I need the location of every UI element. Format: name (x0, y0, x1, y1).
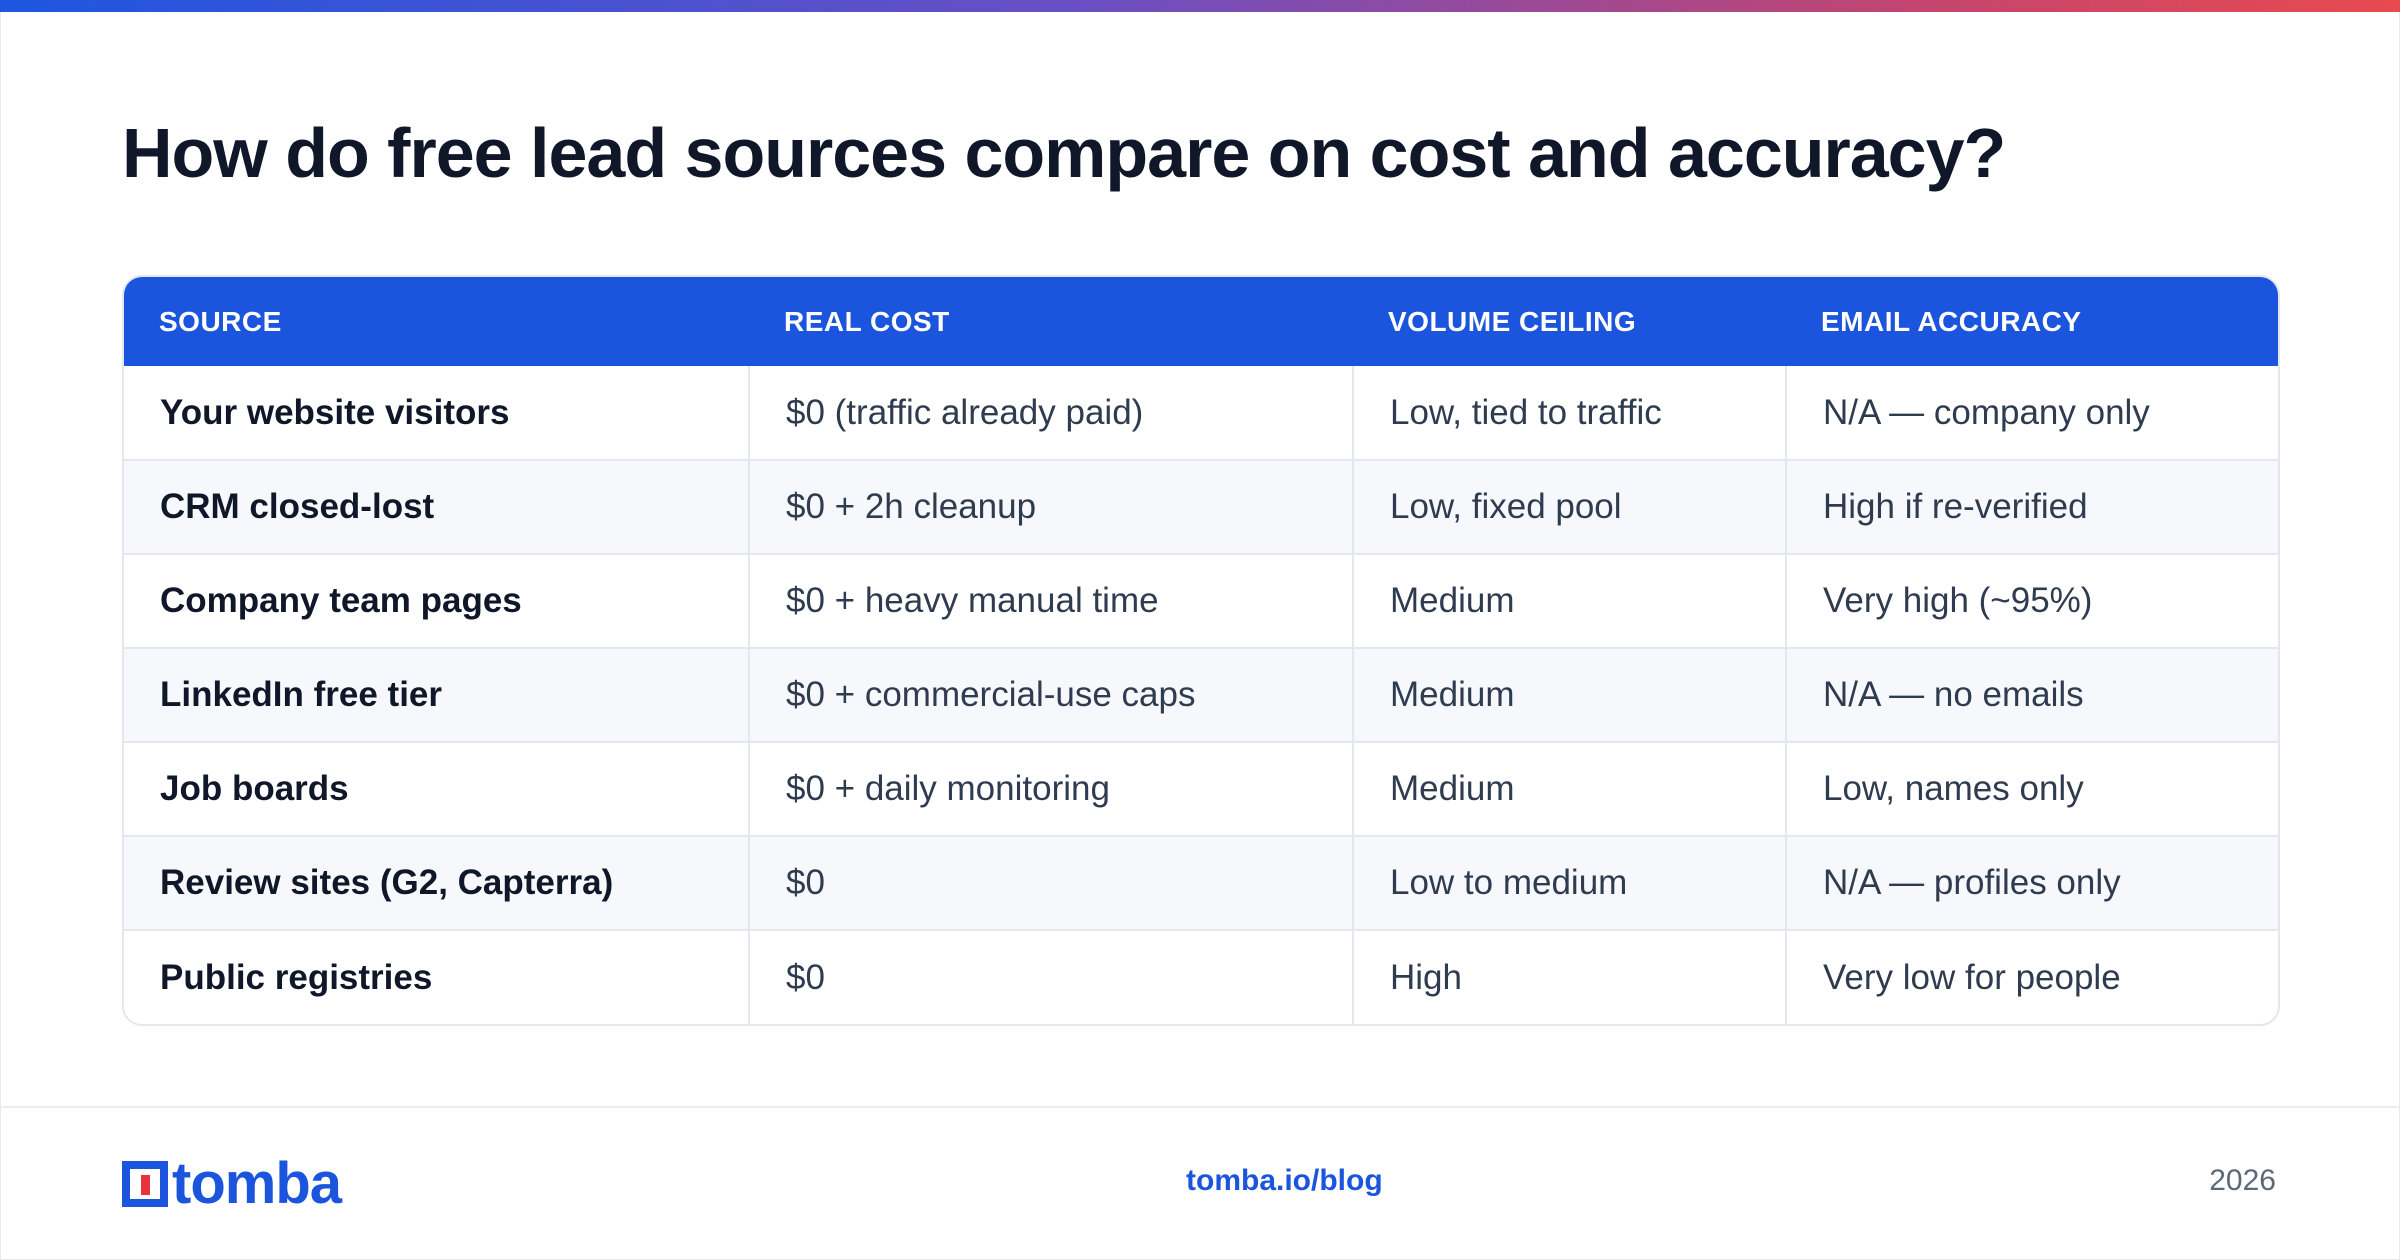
cell-email-accuracy: Very low for people (1785, 929, 2278, 1024)
gradient-top-bar (0, 0, 2400, 12)
footer-year: 2026 (2209, 1164, 2276, 1197)
cell-source: CRM closed-lost (124, 459, 749, 554)
table-row: LinkedIn free tier $0 + commercial-use c… (124, 647, 2278, 742)
footer-divider (0, 1106, 2400, 1108)
cell-real-cost: $0 + commercial-use caps (748, 647, 1353, 742)
header-email-accuracy: EMAIL ACCURACY (1821, 305, 2082, 337)
comparison-table: SOURCE REAL COST VOLUME CEILING EMAIL AC… (122, 275, 2280, 1026)
cell-source: Job boards (124, 741, 749, 836)
cell-email-accuracy: Very high (~95%) (1785, 553, 2278, 648)
table-row: Company team pages $0 + heavy manual tim… (124, 553, 2278, 648)
cell-source: Your website visitors (160, 392, 510, 432)
table-row: Job boards $0 + daily monitoring Medium … (124, 741, 2278, 836)
page-title: How do free lead sources compare on cost… (122, 114, 2006, 192)
table-row: CRM closed-lost $0 + 2h cleanup Low, fix… (124, 459, 2278, 554)
table-row: Public registries $0 High Very low for p… (124, 929, 2278, 1024)
tomba-logo-icon (122, 1161, 168, 1207)
cell-real-cost: $0 + 2h cleanup (748, 459, 1353, 554)
table-header-row: SOURCE REAL COST VOLUME CEILING EMAIL AC… (124, 277, 2278, 366)
header-real-cost: REAL COST (784, 305, 950, 337)
cell-email-accuracy: N/A — company only (1785, 366, 2278, 460)
cell-source: Public registries (124, 929, 749, 1024)
cell-real-cost: $0 + daily monitoring (748, 741, 1353, 836)
header-source: SOURCE (159, 305, 282, 337)
tomba-logo[interactable]: tomba (122, 1151, 342, 1216)
cell-volume-ceiling: High (1352, 929, 1786, 1024)
table-row: Review sites (G2, Capterra) $0 Low to me… (124, 835, 2278, 930)
blog-link[interactable]: tomba.io/blog (1186, 1164, 1383, 1197)
cell-volume-ceiling: Medium (1352, 647, 1786, 742)
cell-volume-ceiling: Medium (1352, 741, 1786, 836)
cell-real-cost: $0 + heavy manual time (748, 553, 1353, 648)
header-volume-ceiling: VOLUME CEILING (1388, 305, 1637, 337)
cell-email-accuracy: Low, names only (1785, 741, 2278, 836)
cell-source: Company team pages (124, 553, 749, 648)
cell-real-cost: $0 (748, 835, 1353, 930)
cell-source: LinkedIn free tier (124, 647, 749, 742)
cell-email-accuracy: N/A — profiles only (1785, 835, 2278, 930)
cell-real-cost: $0 (748, 929, 1353, 1024)
cell-real-cost: $0 (traffic already paid) (748, 366, 1353, 460)
table-row: Your website visitors $0 (traffic alread… (124, 366, 2278, 460)
cell-volume-ceiling: Low, tied to traffic (1352, 366, 1786, 460)
logo-wordmark: tomba (172, 1151, 342, 1216)
cell-source: Review sites (G2, Capterra) (124, 835, 749, 930)
cell-volume-ceiling: Low to medium (1352, 835, 1786, 930)
cell-email-accuracy: N/A — no emails (1785, 647, 2278, 742)
cell-email-accuracy: High if re-verified (1785, 459, 2278, 554)
cell-volume-ceiling: Low, fixed pool (1352, 459, 1786, 554)
cell-volume-ceiling: Medium (1352, 553, 1786, 648)
